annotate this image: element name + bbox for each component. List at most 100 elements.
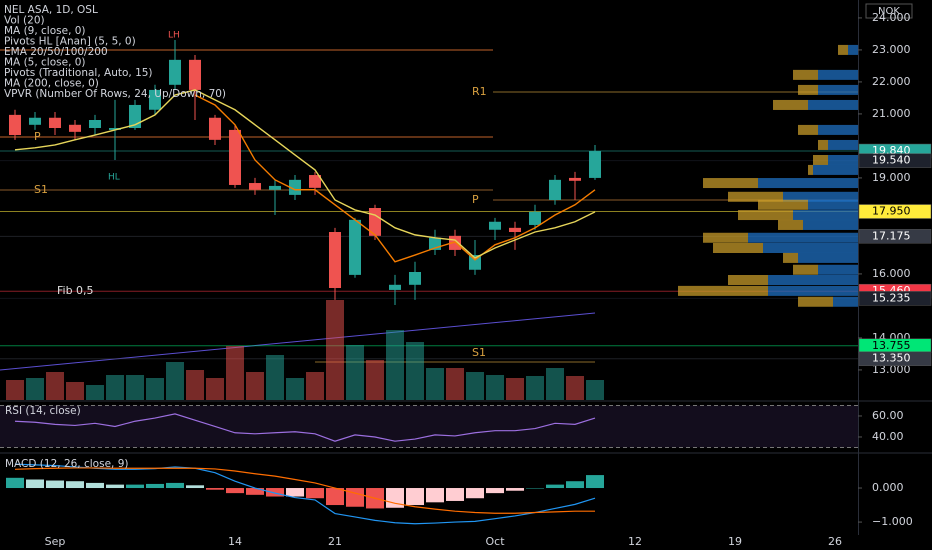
volume-bar (186, 370, 204, 400)
profile-up (793, 210, 858, 221)
y-tick-label: 60.00 (872, 409, 904, 422)
x-tick-label: 21 (328, 535, 342, 548)
price-chip-label: 17.950 (872, 205, 911, 218)
volume-bar (326, 300, 344, 400)
macd-histogram-bar (286, 488, 304, 497)
profile-down (798, 124, 818, 135)
macd-histogram-bar (166, 482, 184, 489)
price-chip-label: 13.755 (872, 339, 911, 352)
candle-body (529, 211, 541, 225)
profile-down (728, 275, 768, 285)
macd-histogram-bar (146, 483, 164, 489)
candle-body (149, 89, 161, 110)
annotation: P (34, 130, 41, 143)
profile-down (713, 243, 763, 253)
annotation: P (472, 193, 479, 206)
volume-bar (286, 378, 304, 400)
price-chip (858, 291, 932, 306)
macd-histogram-bar (386, 488, 404, 508)
rsi-line (14, 413, 596, 442)
profile-up (748, 232, 858, 243)
profile-up (763, 243, 858, 253)
profile-up (828, 155, 858, 165)
candle-body (329, 232, 341, 288)
macd-histogram-bar (186, 485, 204, 489)
macd-histogram-bar (406, 488, 424, 506)
x-tick-label: Oct (485, 535, 505, 548)
volume-bar (366, 360, 384, 400)
price-chip-label: 17.175 (872, 229, 911, 242)
macd-histogram-bar (6, 477, 24, 489)
volume-bar (246, 372, 264, 400)
volume-bar (386, 330, 404, 400)
candle-body (229, 129, 241, 185)
volume-bar (126, 375, 144, 400)
indicator: Pivots (Traditional, Auto, 15) (4, 67, 153, 79)
indicator: MA (9, close, 0) (4, 25, 86, 37)
macd-histogram-bar (246, 488, 264, 495)
profile-up (803, 219, 858, 230)
candle-body (9, 114, 21, 136)
y-tick-label: 24.000 (872, 11, 911, 24)
profile-up (808, 199, 858, 210)
annotation: S1 (472, 346, 486, 359)
x-tick-label: 14 (228, 535, 242, 548)
indicator: EMA 20/50/100/200 (4, 46, 108, 58)
price-chip-label: 15.235 (872, 291, 911, 304)
pane-title: MACD (12, 26, close, 9) (5, 458, 128, 470)
y-tick-label: 0.000 (872, 481, 904, 494)
volume-bar (46, 372, 64, 400)
rsi-band (0, 405, 858, 448)
profile-up (813, 164, 858, 175)
volume-bar (6, 380, 24, 400)
x-tick-label: 12 (628, 535, 642, 548)
indicator: MA (5, close, 0) (4, 57, 86, 69)
volume-bar (546, 368, 564, 400)
price-chip (858, 204, 932, 219)
profile-up (783, 191, 858, 202)
candle-body (129, 104, 141, 128)
volume-bar (206, 378, 224, 400)
indicator: VPVR (Number Of Rows, 24, Up/Down, 70) (4, 88, 226, 100)
symbol-title: NEL ASA, 1D, OSL (4, 4, 98, 16)
pane-title: RSI (14, close) (5, 405, 81, 417)
plot-area (0, 40, 858, 525)
price-chip (858, 351, 932, 366)
volume-bar (166, 362, 184, 400)
macd-histogram-bar (566, 481, 584, 489)
annotation: HL (108, 173, 120, 183)
candle-body (589, 151, 601, 178)
profile-up (798, 252, 858, 263)
candle-body (29, 117, 41, 125)
indicator: Vol (20) (4, 15, 45, 27)
profile-down (818, 139, 828, 150)
candle-body (269, 185, 281, 190)
profile-up (818, 69, 858, 80)
profile-up (818, 264, 858, 275)
volume-bar (566, 376, 584, 400)
volume-bar (586, 380, 604, 400)
x-tick-label: Sep (45, 535, 66, 548)
annotation: Fib 0,5 (57, 284, 94, 297)
volume-bar (446, 368, 464, 400)
volume-bar (66, 382, 84, 400)
ma-line (14, 89, 596, 259)
candle-body (389, 284, 401, 290)
profile-up (828, 139, 858, 150)
macd-histogram-bar (66, 481, 84, 489)
macd-line (14, 467, 595, 514)
candle-body (69, 124, 81, 132)
candle-body (469, 255, 481, 270)
x-tick-label: 19 (728, 535, 742, 548)
trend-line (0, 312, 596, 371)
candle-body (349, 219, 361, 275)
macd-histogram-bar (466, 488, 484, 499)
y-tick-label: 13.000 (872, 363, 911, 376)
profile-up (808, 99, 858, 110)
candle-body (189, 59, 201, 90)
volume-bar (406, 342, 424, 400)
candle-body (209, 117, 221, 140)
candle-body (169, 59, 181, 85)
indicator-legend: NEL ASA, 1D, OSL Vol (20) MA (9, close, … (4, 4, 226, 100)
